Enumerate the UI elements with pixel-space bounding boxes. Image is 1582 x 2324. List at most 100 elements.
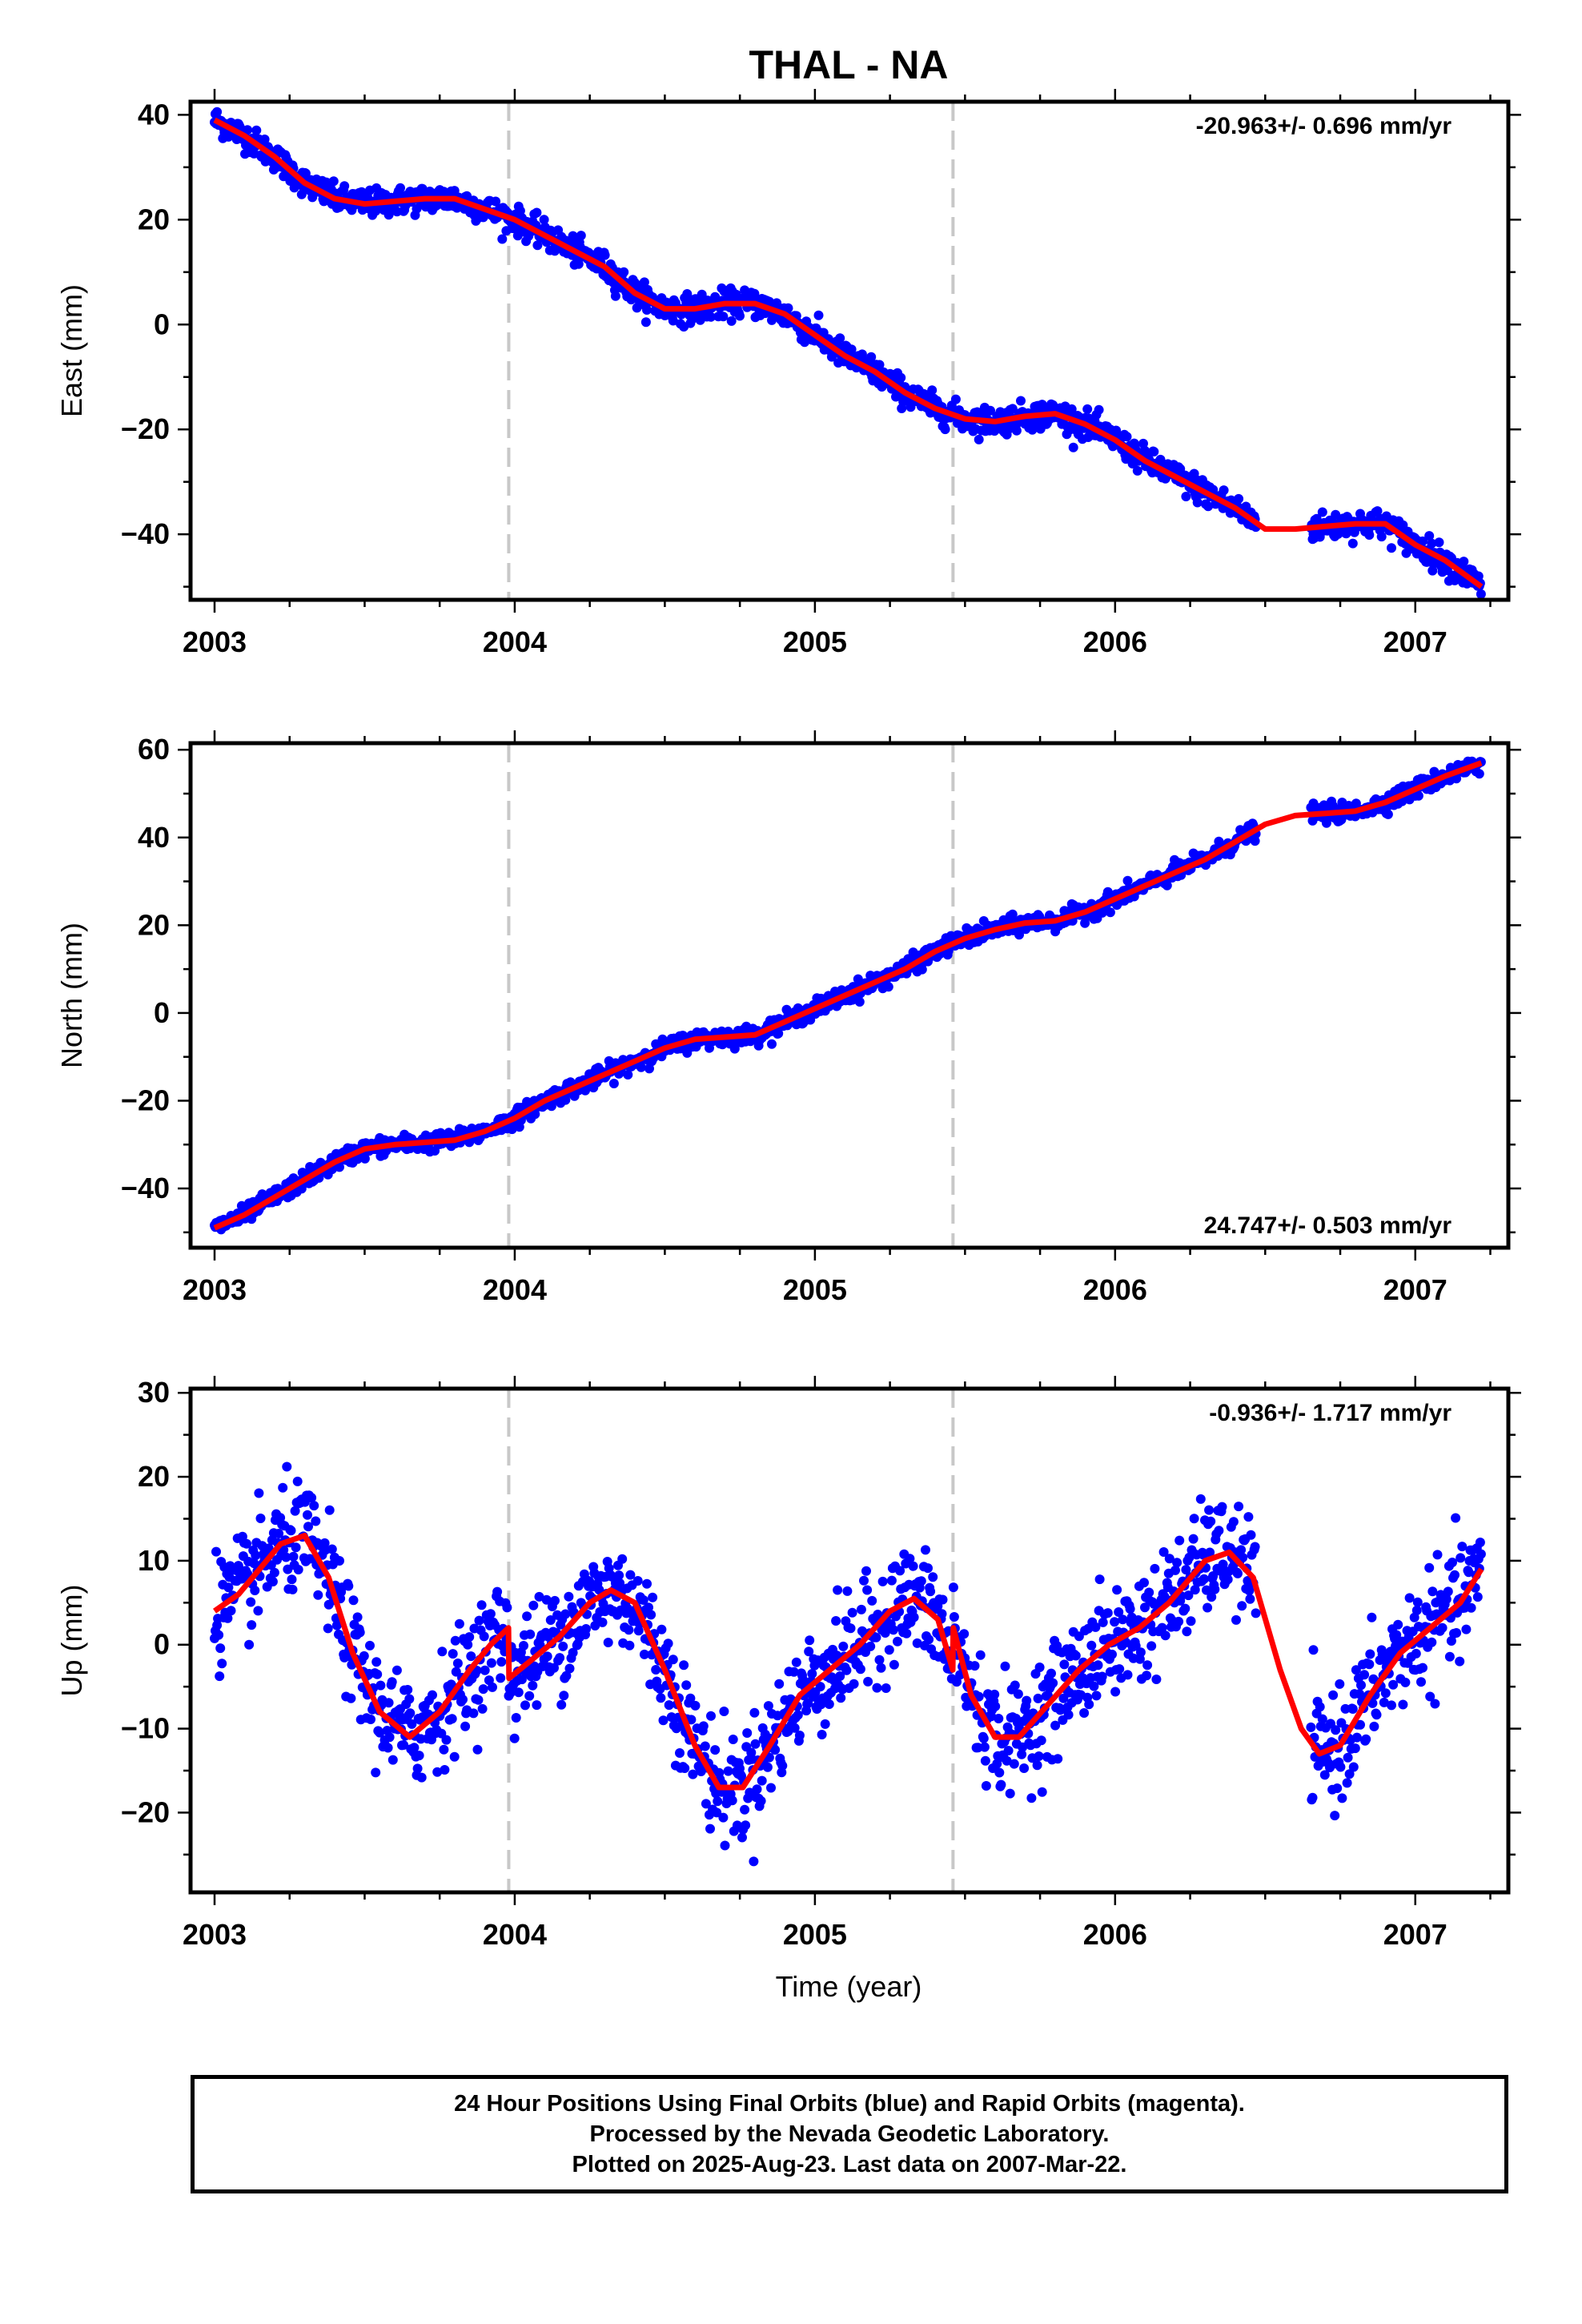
data-point — [1425, 1691, 1435, 1702]
data-point — [454, 1618, 464, 1629]
data-point — [1427, 1586, 1438, 1597]
data-point — [243, 1569, 253, 1579]
data-point — [460, 1721, 471, 1731]
data-point — [1105, 907, 1115, 918]
data-point — [576, 231, 586, 241]
data-point — [1350, 1743, 1360, 1754]
data-point — [1183, 1590, 1194, 1601]
data-point — [449, 1751, 460, 1762]
data-point — [1315, 1702, 1325, 1712]
panels: 2003 2004 2005 2006 2007 −40 −20 0 20 40 East (mm)… — [55, 89, 1521, 1951]
x-tick-label: 2003 — [183, 1273, 247, 1306]
data-point — [211, 1546, 221, 1557]
data-point — [513, 1687, 524, 1698]
data-point — [409, 1743, 420, 1753]
data-points-east — [210, 107, 1486, 599]
data-point — [615, 1578, 625, 1588]
data-point — [705, 1823, 715, 1834]
data-point — [1022, 1695, 1032, 1706]
data-point — [901, 1628, 912, 1638]
data-point — [1398, 1699, 1408, 1710]
data-point — [862, 1585, 873, 1595]
data-point — [447, 1714, 457, 1724]
data-point — [831, 1616, 841, 1626]
data-point — [399, 1740, 409, 1750]
data-point — [1231, 1614, 1241, 1625]
data-point — [1125, 1604, 1135, 1614]
data-point — [658, 1715, 669, 1726]
data-point — [763, 1701, 773, 1711]
data-point — [668, 316, 678, 326]
data-point — [1441, 1594, 1452, 1604]
data-point — [1380, 1688, 1391, 1699]
data-point — [871, 1632, 881, 1642]
data-point — [876, 1663, 886, 1673]
data-point — [1186, 1616, 1196, 1626]
caption-line-3: Plotted on 2025-Aug-23. Last data on 200… — [572, 2152, 1127, 2177]
data-point — [656, 1624, 667, 1634]
data-point — [396, 183, 405, 193]
data-point — [1400, 1677, 1411, 1687]
data-point — [1356, 1680, 1366, 1691]
data-point — [1206, 1516, 1216, 1526]
data-point — [452, 1659, 463, 1668]
data-point — [480, 1665, 490, 1675]
data-point — [474, 1615, 484, 1626]
data-point — [359, 1153, 370, 1164]
data-point — [581, 1624, 591, 1634]
data-point — [371, 1657, 382, 1667]
data-point — [278, 1482, 288, 1493]
data-point — [1411, 1648, 1421, 1659]
data-point — [491, 196, 501, 207]
data-point — [767, 1039, 777, 1049]
data-point — [525, 1629, 536, 1639]
data-point — [311, 1516, 321, 1526]
data-point — [1243, 1512, 1254, 1522]
data-point — [877, 1576, 888, 1586]
data-point — [405, 1708, 416, 1719]
data-point — [757, 1775, 767, 1786]
data-point — [473, 1695, 484, 1705]
data-point — [1306, 1722, 1316, 1732]
data-point — [247, 1620, 257, 1630]
data-point — [881, 1683, 891, 1693]
data-point — [680, 1763, 690, 1773]
plot-frame-east — [188, 99, 1511, 602]
y-tick-label: −40 — [121, 1172, 170, 1204]
data-point — [835, 333, 845, 344]
data-point — [777, 1760, 788, 1771]
data-point — [1033, 1693, 1043, 1703]
data-point — [539, 215, 549, 225]
caption-box: 24 Hour Positions Using Final Orbits (bl… — [191, 2075, 1508, 2193]
data-point — [1343, 1752, 1353, 1763]
data-point — [789, 1667, 799, 1677]
data-point — [1413, 790, 1423, 801]
data-point — [1455, 1656, 1465, 1667]
data-point — [656, 1693, 666, 1703]
data-point — [990, 1701, 1001, 1711]
data-point — [1094, 404, 1104, 415]
data-point — [1361, 1734, 1371, 1744]
data-point — [865, 1641, 876, 1651]
data-point — [327, 1544, 337, 1554]
data-point — [440, 1765, 450, 1775]
data-point — [530, 1109, 540, 1120]
x-tick-label: 2005 — [783, 1918, 847, 1951]
data-point — [532, 240, 543, 251]
data-point — [1418, 1663, 1427, 1673]
data-point — [1308, 1645, 1319, 1655]
data-point — [255, 1514, 266, 1523]
data-point — [783, 303, 793, 313]
data-point — [269, 1567, 279, 1578]
data-point — [1181, 492, 1191, 501]
data-point — [287, 1574, 297, 1585]
data-point — [824, 1699, 834, 1709]
data-point — [1456, 1553, 1466, 1563]
data-point — [511, 1713, 521, 1723]
data-point — [867, 1595, 877, 1606]
data-point — [1102, 1608, 1113, 1618]
data-point — [1050, 1720, 1061, 1731]
data-point — [1344, 1769, 1355, 1779]
y-axis-label-up: Up (mm) — [55, 1585, 88, 1697]
data-point — [223, 1613, 233, 1623]
